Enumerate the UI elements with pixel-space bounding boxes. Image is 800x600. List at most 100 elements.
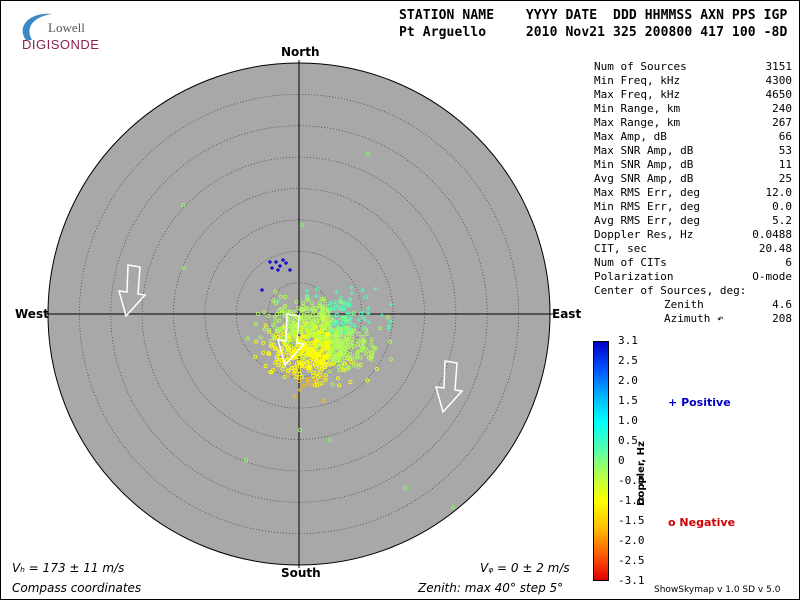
source-positive-mark [274,260,278,264]
source-positive-mark [276,268,280,272]
stat-value: 5.2 [772,214,792,227]
source-negative-mark [313,324,318,329]
circle-icon: o [668,516,676,529]
source-negative-mark [331,345,336,350]
source-negative-mark [320,305,325,310]
source-negative-mark [277,327,282,332]
source-negative-mark [335,359,340,364]
source-negative-mark [325,332,330,337]
source-negative-mark [301,354,306,359]
source-negative-mark [300,330,305,335]
source-negative-mark [328,328,333,333]
source-negative-mark [363,346,368,351]
source-negative-mark [282,374,287,379]
source-negative-mark [346,331,351,336]
source-negative-mark [298,387,303,392]
stat-row: Avg SNR Amp, dB 25 [594,172,792,186]
source-positive-mark [275,299,280,304]
source-negative-mark [281,335,286,340]
source-negative-mark [341,367,346,372]
source-negative-mark [292,343,297,348]
stat-row: Center of Sources, deg: [594,284,792,298]
source-negative-mark [284,357,289,362]
source-positive-mark [349,285,354,290]
source-negative-mark [253,354,258,359]
source-negative-mark [314,357,319,362]
source-negative-mark [275,312,280,317]
source-negative-mark [326,337,331,342]
stat-row: Azimuth ↶ 208 [594,312,792,326]
source-negative-mark [267,351,272,356]
source-negative-mark [294,375,299,380]
source-negative-mark [315,354,320,359]
source-negative-mark [284,349,289,354]
source-negative-mark [361,325,366,330]
source-negative-mark [274,346,279,351]
source-positive-mark [331,322,336,327]
source-negative-mark [309,340,314,345]
source-negative-mark [353,361,358,366]
source-negative-mark [307,364,312,369]
source-negative-mark [304,348,309,353]
source-negative-mark [311,383,316,388]
plus-icon: + [668,396,678,409]
source-negative-mark [254,339,259,344]
colorbar-tick-label: 2.5 [618,354,638,367]
source-negative-mark [324,321,329,326]
source-negative-mark [358,362,363,367]
stat-label: Max Amp, dB [594,130,667,143]
colorbar-axis-label: Doppler, Hz [636,430,663,520]
source-negative-mark [273,301,278,306]
stat-value: 4300 [765,74,793,87]
source-negative-mark [310,346,315,351]
source-negative-mark [322,318,327,323]
source-negative-mark [336,339,341,344]
source-negative-mark [352,353,357,358]
source-negative-mark [293,330,298,335]
source-negative-mark [356,349,361,354]
source-negative-mark [262,327,267,332]
source-negative-mark [297,372,302,377]
source-negative-mark [309,316,314,321]
source-negative-mark [349,346,354,351]
source-negative-mark [369,337,374,342]
source-positive-mark [327,302,332,307]
source-negative-mark [275,354,280,359]
colorbar-tick-label: 0.5 [618,434,638,447]
stat-row: Min Freq, kHz 4300 [594,74,792,88]
source-positive-mark [270,266,274,270]
source-positive-mark [268,260,272,264]
source-negative-mark [306,382,311,387]
source-negative-mark [343,330,348,335]
source-negative-mark [314,337,319,342]
source-negative-mark [289,338,294,343]
source-negative-mark [291,327,296,332]
stat-row: Min Range, km 240 [594,102,792,116]
source-negative-mark [330,355,335,360]
stat-row: Min SNR Amp, dB 11 [594,158,792,172]
stat-row: Max Range, km 267 [594,116,792,130]
source-negative-mark [276,363,281,368]
source-negative-mark [319,310,324,315]
source-positive-mark [367,320,372,325]
source-negative-mark [263,323,268,328]
source-positive-mark [328,329,333,334]
source-negative-mark [386,315,391,320]
compass-north-label: North [281,45,320,59]
stat-row: Max SNR Amp, dB 53 [594,144,792,158]
stat-row: Max Amp, dB 66 [594,130,792,144]
source-negative-mark [301,316,306,321]
stat-row: Zenith 4.6 [594,298,792,312]
source-negative-mark [273,360,278,365]
source-positive-mark [366,311,371,316]
source-negative-mark [365,378,370,383]
source-negative-mark [328,358,333,363]
source-negative-mark [288,333,293,338]
source-negative-mark [261,340,266,345]
source-negative-mark [268,338,273,343]
source-negative-mark [320,346,325,351]
source-negative-mark [312,334,317,339]
stat-value: 4650 [765,88,793,101]
source-negative-mark [327,437,332,442]
source-negative-mark [271,342,276,347]
